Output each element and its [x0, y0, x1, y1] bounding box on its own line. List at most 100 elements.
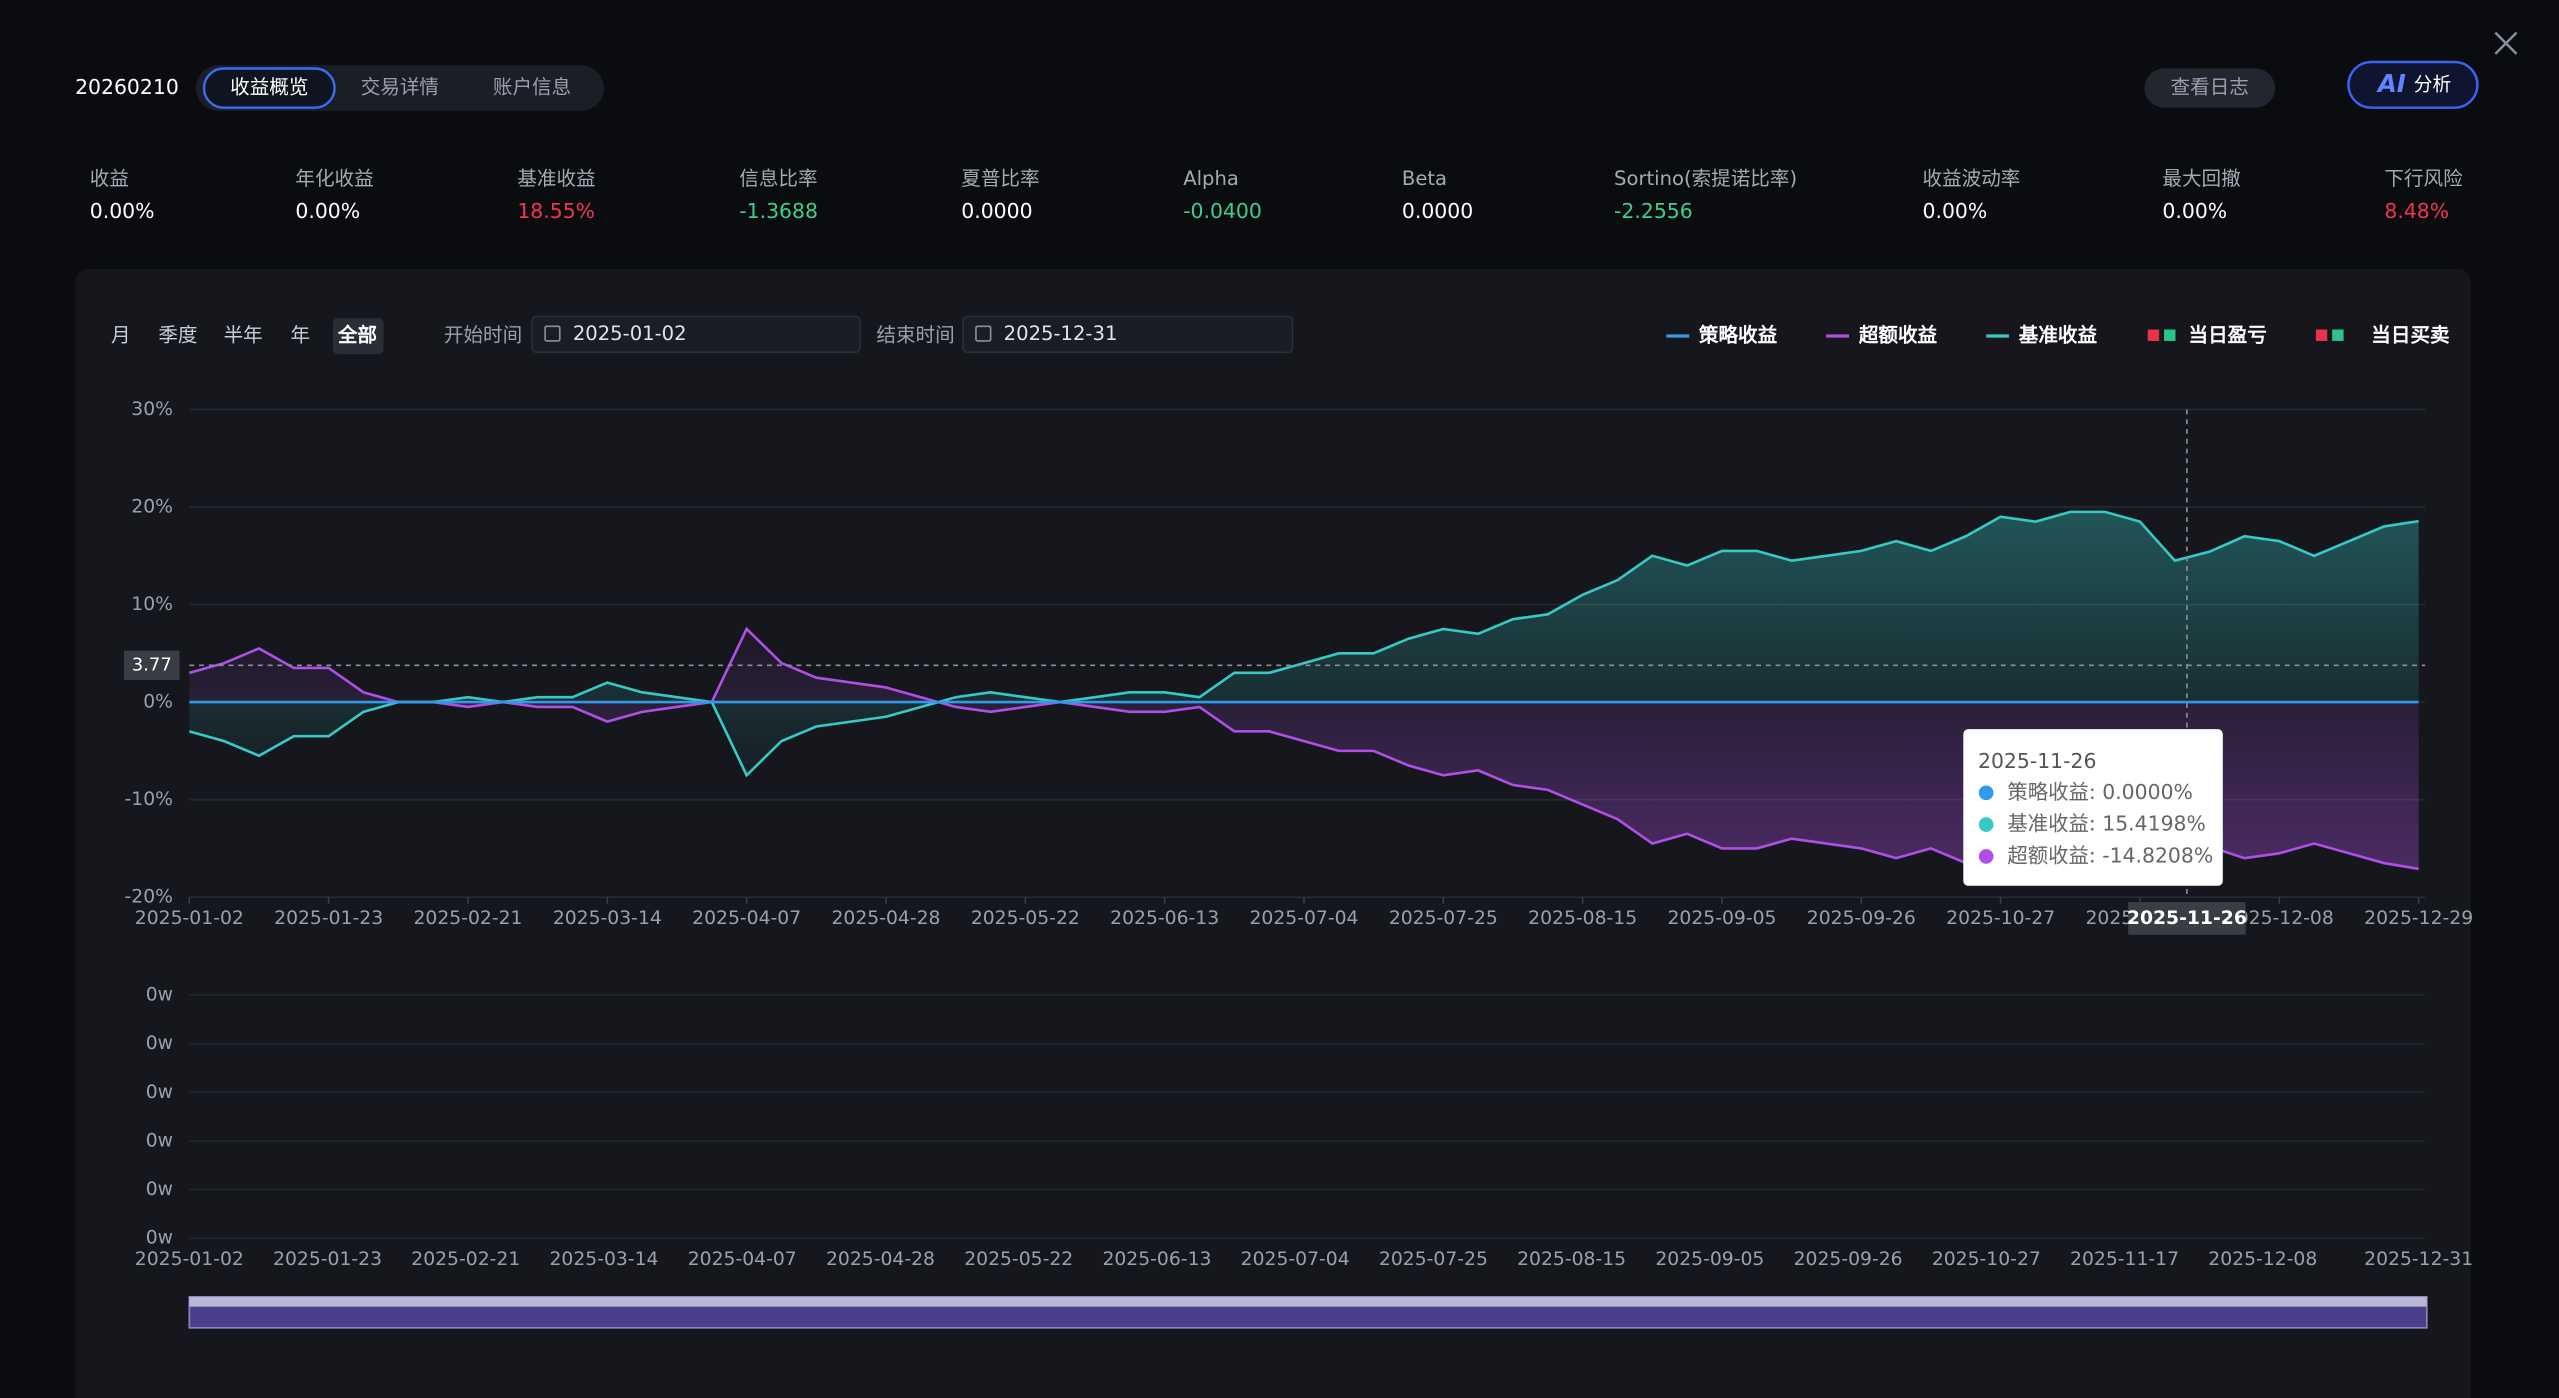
x-tick-label: 2025-12-08: [2208, 1249, 2317, 1270]
end-date[interactable]: 2025-12-31: [1004, 322, 1118, 345]
start-date[interactable]: 2025-01-02: [573, 322, 687, 345]
close-button[interactable]: [2494, 31, 2518, 55]
area: [189, 511, 2419, 776]
x-tick-label: 2025-12-29: [2364, 908, 2473, 929]
report-date: 20260210: [75, 75, 179, 99]
legend-label[interactable]: 基准收益: [2019, 324, 2098, 347]
period-button[interactable]: 季度: [158, 324, 197, 347]
start-input[interactable]: [531, 315, 861, 354]
y-tick-label: 0w: [146, 1228, 173, 1249]
metric-label: Beta: [1402, 167, 1447, 190]
end-label: 结束时间: [876, 324, 954, 347]
reference-label: 3.77: [132, 654, 172, 675]
x-tick-label: 2025-02-21: [411, 1249, 520, 1270]
legend-label[interactable]: 策略收益: [1699, 324, 1778, 347]
y-tick-label: -10%: [125, 789, 173, 810]
y-tick-label: 0w: [146, 1033, 173, 1054]
x-tick-label: 2025-09-05: [1667, 908, 1776, 929]
x-tick-label: 2025-07-04: [1241, 1249, 1350, 1270]
x-tick-label: 2025-01-02: [135, 908, 244, 929]
x-tick-label: 2025-06-13: [1102, 1249, 1211, 1270]
metric-value: 18.55%: [517, 199, 595, 223]
metric-value: -1.3688: [739, 199, 818, 223]
calendar-icon: [544, 325, 561, 342]
period-button[interactable]: 年: [291, 324, 311, 347]
x-tick-label: 2025-12-08: [2225, 908, 2334, 929]
metric-label: 最大回撤: [2162, 167, 2240, 190]
legend-swatch: [2147, 329, 2160, 341]
log-button-label[interactable]: 查看日志: [2171, 76, 2249, 99]
x-tick-label: 2025-02-21: [413, 908, 522, 929]
metric-value: 0.00%: [90, 199, 155, 223]
x-tick-label: 2025-10-27: [1932, 1249, 2041, 1270]
x-tick-label: 2025-11-17: [2070, 1249, 2179, 1270]
metric-value: 0.00%: [2162, 199, 2227, 223]
x-tick-label: 2025-09-26: [1794, 1249, 1903, 1270]
tab[interactable]: 账户信息: [493, 76, 571, 99]
tab[interactable]: 交易详情: [361, 76, 439, 99]
metric-value: -0.0400: [1183, 199, 1262, 223]
series-line: [188, 510, 2419, 778]
y-tick-label: 20%: [131, 497, 173, 518]
y-tick-label: 0w: [146, 1130, 173, 1151]
legend-swatch: [2315, 329, 2328, 341]
ai-button-label[interactable]: 分析: [2414, 73, 2452, 95]
metric-label: Alpha: [1183, 167, 1239, 190]
start-label: 开始时间: [444, 324, 522, 347]
legend-label[interactable]: 当日盈亏: [2189, 324, 2267, 347]
x-tick-label: 2025-12-31: [2364, 1249, 2473, 1270]
y-tick-label: -20%: [125, 887, 173, 908]
ai-button[interactable]: [2347, 60, 2479, 109]
crosshair-label: 2025-11-26: [2127, 908, 2247, 929]
x-tick-label: 2025-07-25: [1389, 908, 1498, 929]
y-tick-label: 0w: [146, 1179, 173, 1200]
metric-value: 0.00%: [1923, 199, 1988, 223]
period-button[interactable]: 全部: [337, 324, 377, 347]
tooltip: [1963, 729, 2223, 886]
x-tick-label: 2025-04-28: [826, 1249, 935, 1270]
metric-label: 夏普比率: [961, 167, 1039, 190]
y-tick-label: 0w: [146, 1082, 173, 1103]
range-slider-handle[interactable]: [189, 1296, 2427, 1307]
legend-label[interactable]: 当日买卖: [2371, 324, 2450, 347]
tooltip-dot: [1978, 849, 1994, 864]
legend-swatch: [2332, 329, 2344, 341]
crosshair-label-box: [2128, 902, 2246, 935]
period-button[interactable]: 月: [111, 324, 131, 347]
metric-label: 基准收益: [517, 167, 595, 190]
y-tick-label: 30%: [131, 399, 173, 420]
x-tick-label: 2025-09-26: [1807, 908, 1916, 929]
log-button[interactable]: [2144, 68, 2276, 108]
legend-swatch: [2164, 329, 2176, 341]
ai-icon[interactable]: AI: [2376, 69, 2406, 98]
reference-label-box: [124, 650, 180, 681]
x-tick-label: 2025-04-07: [692, 908, 801, 929]
x-tick-label: 2025-01-02: [135, 1249, 244, 1270]
x-tick-label: 2025-06-13: [1110, 908, 1219, 929]
active-period[interactable]: [332, 318, 384, 354]
tooltip-item: 基准收益: 15.4198%: [2007, 812, 2206, 836]
metric-label: 年化收益: [295, 167, 373, 190]
active-tab[interactable]: [202, 67, 336, 109]
x-tick-label: 2025-01-23: [274, 908, 383, 929]
x-tick-label: 2025-09-05: [1655, 1249, 1764, 1270]
metric-value: 0.0000: [961, 199, 1032, 223]
end-input[interactable]: [962, 315, 1294, 354]
x-tick-label: 2025-01-23: [273, 1249, 382, 1270]
metric-value: 0.00%: [295, 199, 360, 223]
y-tick-label: 10%: [131, 594, 173, 615]
x-tick-label: 2025-03-14: [550, 1249, 659, 1270]
tab[interactable]: 收益概览: [230, 76, 308, 99]
y-tick-label: 0%: [143, 692, 173, 713]
y-tick-label: 0w: [146, 985, 173, 1006]
x-tick-label: 2025-07-04: [1249, 908, 1358, 929]
period-button[interactable]: 半年: [224, 324, 263, 347]
tooltip-item: 超额收益: -14.8208%: [2007, 843, 2213, 867]
x-tick-label: 2025-05-22: [964, 1249, 1073, 1270]
calendar-icon: [975, 325, 992, 342]
metric-value: 8.48%: [2384, 199, 2449, 223]
x-tick-label: 2025-03-14: [553, 908, 662, 929]
legend-label[interactable]: 超额收益: [1858, 324, 1938, 347]
